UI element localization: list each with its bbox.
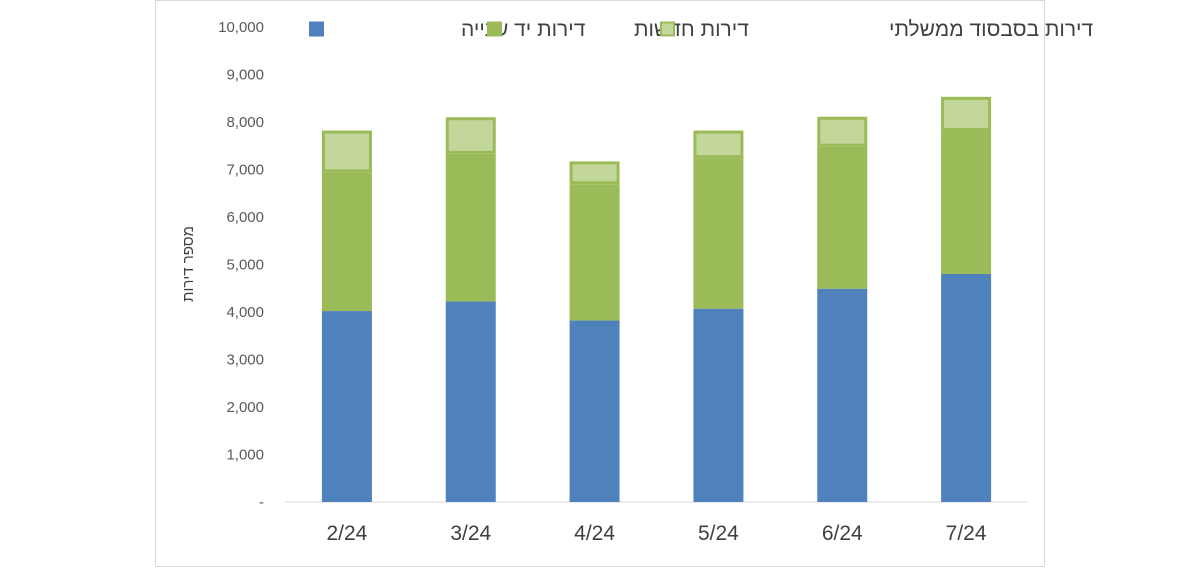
x-tick-label: 3/24 bbox=[450, 522, 491, 545]
y-tick-label: - bbox=[259, 494, 264, 511]
legend-marker bbox=[487, 21, 502, 37]
y-tick-label: 6,000 bbox=[226, 209, 264, 226]
y-axis-label: מספר דירות bbox=[180, 226, 197, 302]
bar-new-3-24 bbox=[445, 153, 496, 302]
y-axis-ticks: - 1,000 2,000 3,000 4,000 5,000 6,000 7,000 8,00… bbox=[218, 19, 264, 511]
x-axis-labels: 2/24 3/24 4/24 5/24 6/24 7/24 bbox=[326, 522, 986, 545]
legend: דירות יד שנייה דירות חדשות דירות בסבסוד ממ… bbox=[309, 18, 1094, 41]
bar-subsidized-2-24 bbox=[321, 130, 372, 173]
bar-second-hand-4-24 bbox=[569, 320, 620, 502]
bar-second-hand-3-24 bbox=[445, 301, 496, 502]
legend-label: דירות בסבסוד ממשלתי bbox=[889, 18, 1094, 41]
x-tick-label: 5/24 bbox=[698, 522, 739, 545]
x-tick-label: 7/24 bbox=[946, 522, 987, 545]
bars bbox=[321, 96, 992, 502]
y-tick-label: 8,000 bbox=[226, 114, 264, 131]
bar-subsidized-7-24 bbox=[941, 96, 992, 132]
y-tick-label: 9,000 bbox=[226, 67, 264, 84]
bar-second-hand-6-24 bbox=[817, 288, 868, 502]
bar-subsidized-3-24 bbox=[445, 117, 496, 154]
legend-marker bbox=[660, 21, 675, 37]
x-tick-label: 2/24 bbox=[326, 522, 367, 545]
y-tick-label: 7,000 bbox=[226, 162, 264, 179]
x-tick-label: 6/24 bbox=[822, 522, 863, 545]
bar-second-hand-5-24 bbox=[693, 308, 744, 502]
y-tick-label: 3,000 bbox=[226, 352, 264, 369]
y-tick-label: 4,000 bbox=[226, 304, 264, 321]
bar-second-hand-7-24 bbox=[941, 274, 992, 502]
legend-label: דירות חדשות bbox=[634, 18, 749, 41]
bar-second-hand-2-24 bbox=[321, 311, 372, 502]
bar-new-4-24 bbox=[569, 184, 620, 321]
y-tick-label: 2,000 bbox=[226, 399, 264, 416]
bar-new-7-24 bbox=[941, 131, 992, 274]
x-tick-label: 4/24 bbox=[574, 522, 615, 545]
y-tick-label: 5,000 bbox=[226, 257, 264, 274]
y-tick-label: 1,000 bbox=[226, 447, 264, 464]
bar-new-6-24 bbox=[817, 146, 868, 289]
legend-marker bbox=[309, 21, 324, 37]
legend-label: דירות יד שנייה bbox=[461, 18, 586, 41]
bar-new-5-24 bbox=[693, 158, 744, 309]
y-tick-label: 10,000 bbox=[218, 19, 264, 36]
bar-subsidized-5-24 bbox=[693, 130, 744, 159]
bar-new-2-24 bbox=[321, 172, 372, 312]
bar-subsidized-6-24 bbox=[817, 116, 868, 147]
bar-subsidized-4-24 bbox=[569, 161, 620, 185]
